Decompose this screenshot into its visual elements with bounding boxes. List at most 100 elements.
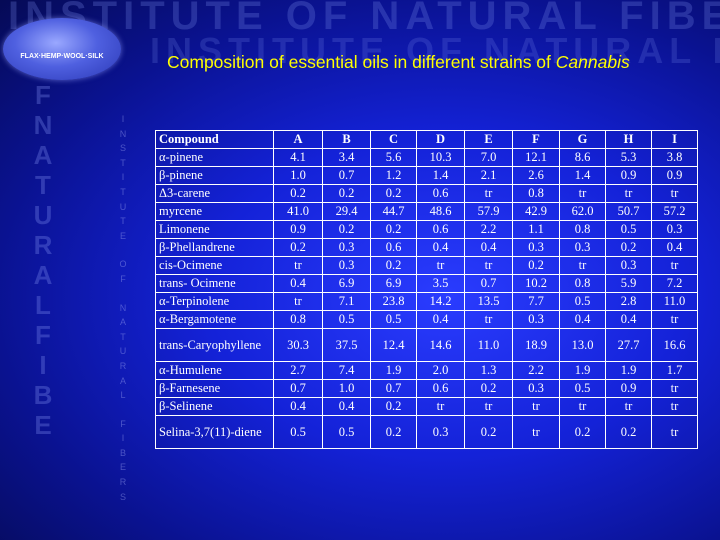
value-cell: 3.5	[416, 274, 465, 293]
value-cell: 13.5	[464, 292, 513, 311]
value-cell: 0.6	[370, 238, 417, 257]
value-cell: 0.2	[370, 397, 417, 416]
watermark-side-letter: A	[33, 260, 53, 290]
watermark-side-letter: R	[33, 230, 53, 260]
value-cell: 57.9	[464, 202, 513, 221]
watermark-side-small-letter: B	[119, 447, 126, 458]
value-cell: 4.1	[273, 148, 323, 167]
value-cell: tr	[512, 397, 560, 416]
watermark-side-letter: U	[33, 200, 53, 230]
value-cell: 2.2	[512, 361, 560, 380]
value-cell: 5.9	[605, 274, 652, 293]
value-cell: tr	[464, 310, 513, 329]
watermark-side-small-letter: S	[119, 491, 126, 502]
watermark-side-small-letter: T	[120, 331, 126, 342]
table-row: Δ3-carene 0.2 0.2 0.2 0.6 tr 0.8 tr tr tr	[155, 184, 698, 203]
watermark-side-small-letter: U	[119, 201, 127, 212]
header-strain: A	[273, 130, 323, 149]
compound-name: Limonene	[155, 220, 274, 239]
watermark-side-small-letter: R	[119, 477, 127, 488]
value-cell: 0.4	[464, 238, 513, 257]
value-cell: 0.7	[322, 166, 371, 185]
table-row: α-Humulene 2.7 7.4 1.9 2.0 1.3 2.2 1.9 1.9 1.7	[155, 361, 698, 380]
value-cell: 6.9	[370, 274, 417, 293]
value-cell: 0.9	[651, 166, 698, 185]
value-cell: 0.4	[273, 397, 323, 416]
value-cell: 30.3	[273, 328, 323, 362]
value-cell: tr	[651, 415, 698, 449]
value-cell: tr	[559, 256, 606, 275]
value-cell: tr	[651, 310, 698, 329]
compound-name: β-Farnesene	[155, 379, 274, 398]
value-cell: 0.2	[370, 220, 417, 239]
watermark-side-small-letter: E	[119, 462, 126, 473]
value-cell: tr	[605, 397, 652, 416]
compound-name: Δ3-carene	[155, 184, 274, 203]
essential-oils-table: Compound A B C D E F G H I α-pinene 4.1 3.4 5.6 10.3 7…	[155, 130, 698, 449]
value-cell: tr	[559, 184, 606, 203]
value-cell: 5.3	[605, 148, 652, 167]
value-cell: 0.2	[322, 220, 371, 239]
header-strain: E	[464, 130, 513, 149]
value-cell: 0.3	[559, 238, 606, 257]
value-cell: 0.8	[559, 274, 606, 293]
compound-name: β-pinene	[155, 166, 274, 185]
value-cell: 41.0	[273, 202, 323, 221]
watermark-side-letter: F	[35, 80, 51, 110]
watermark-side-small-letter: N	[119, 128, 127, 139]
value-cell: 0.4	[416, 238, 465, 257]
value-cell: 0.7	[464, 274, 513, 293]
value-cell: 1.0	[273, 166, 323, 185]
value-cell: 1.9	[559, 361, 606, 380]
header-strain: F	[512, 130, 560, 149]
value-cell: 0.2	[605, 238, 652, 257]
value-cell: 14.6	[416, 328, 465, 362]
value-cell: tr	[464, 256, 513, 275]
value-cell: 11.0	[464, 328, 513, 362]
compound-name: α-Bergamotene	[155, 310, 274, 329]
value-cell: 1.3	[464, 361, 513, 380]
value-cell: 0.2	[605, 415, 652, 449]
watermark-side-small-letter: F	[120, 418, 126, 429]
compound-name: α-Humulene	[155, 361, 274, 380]
value-cell: 0.3	[512, 310, 560, 329]
value-cell: tr	[512, 415, 560, 449]
table-row: Selina-3,7(11)-diene 0.5 0.5 0.2 0.3 0.2 tr 0.2…	[155, 415, 698, 449]
watermark-side-small-letter: E	[119, 230, 126, 241]
watermark-side-letter: I	[39, 350, 47, 380]
table-row: β-Selinene 0.4 0.4 0.2 tr tr tr tr tr tr	[155, 397, 698, 416]
compound-name: trans- Ocimene	[155, 274, 274, 293]
header-compound: Compound	[155, 130, 274, 149]
value-cell: 0.7	[273, 379, 323, 398]
value-cell: 14.2	[416, 292, 465, 311]
logo-text: FLAX·HEMP·WOOL·SILK	[20, 53, 104, 60]
table-row: β-Phellandrene 0.2 0.3 0.6 0.4 0.4 0.3 0.3 0.2 0.…	[155, 238, 698, 257]
table-row: myrcene 41.0 29.4 44.7 48.6 57.9 42.9 62.0 50.7 5…	[155, 202, 698, 221]
value-cell: 0.6	[416, 379, 465, 398]
watermark-side-small-letter: O	[119, 259, 127, 270]
header-strain: B	[322, 130, 371, 149]
value-cell: 10.3	[416, 148, 465, 167]
value-cell: 1.2	[370, 166, 417, 185]
value-cell: tr	[464, 184, 513, 203]
watermark-side-small-letter: I	[121, 114, 125, 124]
value-cell: tr	[651, 379, 698, 398]
value-cell: 5.6	[370, 148, 417, 167]
value-cell: tr	[651, 184, 698, 203]
value-cell: 1.7	[651, 361, 698, 380]
header-strain: G	[559, 130, 606, 149]
value-cell: 44.7	[370, 202, 417, 221]
value-cell: tr	[464, 397, 513, 416]
header-strain: D	[416, 130, 465, 149]
value-cell: 1.4	[416, 166, 465, 185]
watermark-side-small-letter: A	[119, 375, 126, 386]
value-cell: 0.6	[416, 184, 465, 203]
compound-name: cis-Ocimene	[155, 256, 274, 275]
table-row: trans- Ocimene 0.4 6.9 6.9 3.5 0.7 10.2 0.8 5.9 7…	[155, 274, 698, 293]
value-cell: 8.6	[559, 148, 606, 167]
value-cell: 0.4	[322, 397, 371, 416]
value-cell: 0.4	[605, 310, 652, 329]
watermark-side-letter: L	[35, 290, 51, 320]
value-cell: tr	[416, 256, 465, 275]
